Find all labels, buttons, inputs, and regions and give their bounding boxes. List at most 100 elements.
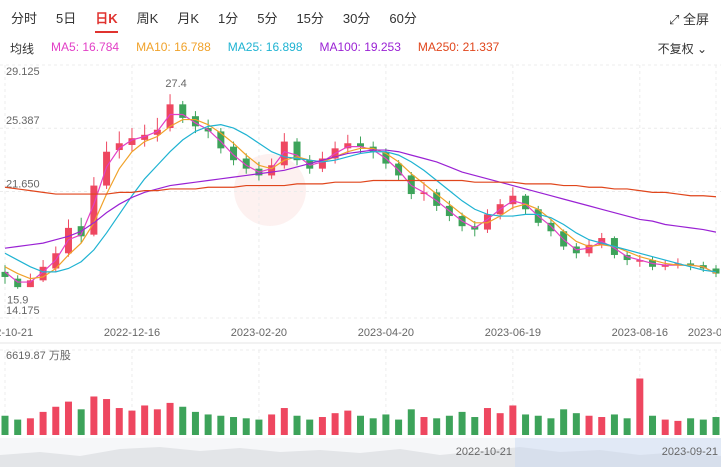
y-tick-label: 25.387 [6,115,40,127]
candle-body [90,185,98,235]
period-tab[interactable]: 日K [95,8,118,33]
candle-body [26,280,34,288]
candle-body [420,192,428,195]
candle-body [357,143,364,147]
icon: ⤢ [668,12,683,27]
volume-bar [471,417,479,435]
volume-bar [687,418,695,435]
candle-body [522,195,530,210]
volume-bar [14,419,22,435]
volume-bar [64,401,72,435]
volume-bar [483,408,491,435]
period-tab[interactable]: 30分 [342,11,371,26]
volume-bar [242,418,250,435]
volume-bar [534,415,542,435]
volume-bar [674,420,682,435]
volume-bar [204,414,212,435]
legend-entry[interactable]: MA250: 21.337 [417,40,500,54]
legend-entry[interactable]: MA100: 19.253 [319,40,401,54]
volume-bar [636,378,644,435]
legend-entry[interactable]: MA10: 16.788 [136,40,211,54]
candle-body [674,263,682,266]
volume-bar [509,405,517,435]
volume-bar [623,418,631,435]
period-tabs: 分时 5日 日K 周K 月K 1分 5分 15分 30分 60分 [11,8,417,33]
navigator-window[interactable] [515,438,721,467]
volume-bar [420,417,428,435]
legend-entry[interactable]: MA25: 16.898 [227,40,303,54]
volume-bar [306,419,314,435]
candle-body [217,131,225,149]
volume-bar [268,414,276,435]
volume-bar [90,396,98,435]
period-tab[interactable]: 5日 [56,11,77,26]
volume-bar [26,418,34,435]
candle-body [1,271,9,277]
volume-bar [445,415,453,435]
x-tick-label: 2022-12-16 [104,327,160,339]
x-tick-label: 2023-04-20 [358,327,414,339]
ma-line [4,113,717,283]
volume-bar [699,419,707,435]
fullscreen-label: 全屏 [682,12,709,27]
candle-body [636,260,644,262]
candle-body [128,138,136,145]
volume-bar [166,402,174,435]
volume-bar [661,419,669,435]
candle-body [585,244,593,254]
candle-body [115,143,123,151]
volume-bar [77,409,85,435]
period-tab[interactable]: 5分 [257,11,278,26]
period-tab[interactable]: 分时 [11,11,38,26]
ma-legend: 均线 MA5: 16.784 MA10: 16.788 MA25: 16.898 MA1… [10,40,499,57]
volume-bar [496,413,504,435]
volume-bar [255,419,263,435]
candle-body [661,265,669,267]
y-tick-label: 29.125 [6,66,40,78]
volume-bar [344,410,352,435]
period-tab[interactable]: 60分 [389,11,417,26]
volume-bar [179,406,187,435]
fullscreen-button[interactable]: ⤢ 全屏 [669,9,709,28]
legend-entry[interactable]: MA5: 16.784 [51,40,120,54]
volume-bar [153,409,161,435]
high-annotation: 27.4 [165,78,186,90]
x-tick-label: 2023-09-21 [688,327,721,339]
candle-body [483,214,491,230]
period-tab[interactable]: 15分 [296,11,324,26]
navigator-area [0,447,721,467]
volume-bar [331,413,339,435]
x-tick-label: 2023-02-20 [231,327,287,339]
navigator-end: 2023-09-21 [662,446,718,458]
candle-body [623,254,631,261]
candle-body [242,158,250,169]
candle-body [280,141,288,166]
adjust-select[interactable]: 不复权 ⌄ [658,40,707,57]
candle-body [52,253,60,269]
candle-body [433,192,441,206]
volume-bar [369,418,377,435]
volume-bar [103,399,111,435]
volume-bar [433,418,441,435]
candle-body [369,146,377,152]
volume-bar [610,414,618,435]
volume-bar [293,415,301,435]
period-tab[interactable]: 月K [177,11,199,26]
volume-bar [318,417,326,435]
x-tick-label: 2023-06-19 [485,327,541,339]
volume-bar [712,417,720,435]
candle-body [166,104,174,129]
icon: ⌄ [693,42,707,56]
candle-body [230,146,238,161]
volume-bar [357,415,364,435]
period-tab[interactable]: 1分 [217,11,239,26]
candle-body [268,165,276,176]
y-tick-label: 14.175 [6,305,40,317]
ma-line [4,149,717,249]
volume-bar [115,408,123,435]
period-tab[interactable]: 周K [136,11,159,26]
volume-bar [128,410,136,435]
ma-label: 均线 [10,42,35,56]
volume-bar [141,405,149,435]
